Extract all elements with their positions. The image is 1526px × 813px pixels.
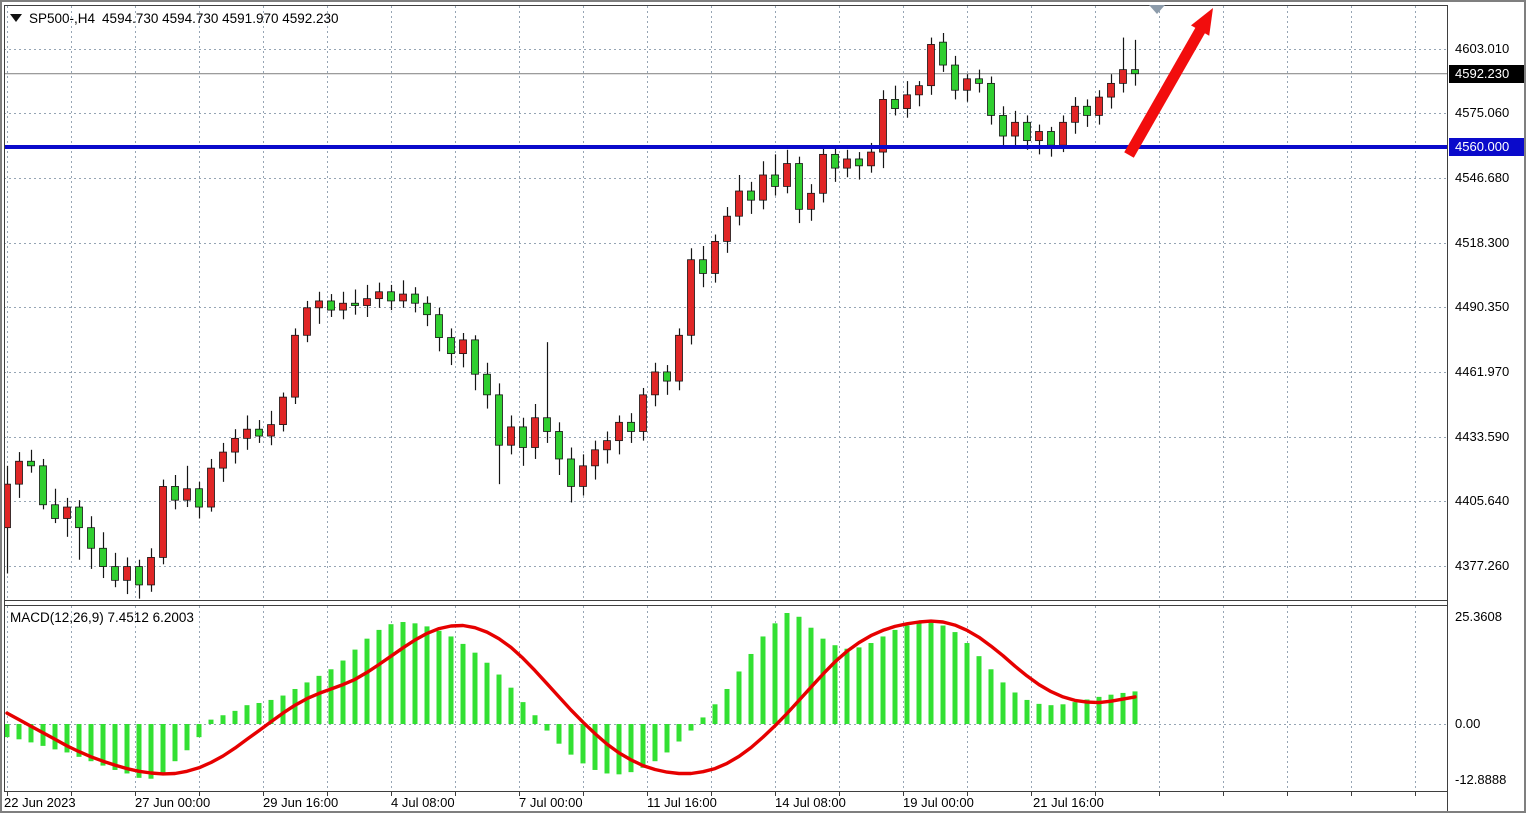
symbol-period-label: SP500-,H4 — [29, 10, 96, 26]
trend-arrow-shaft[interactable] — [1124, 22, 1208, 158]
price-axis-label: 4405.640 — [1455, 493, 1510, 508]
current-price-badge: 4592.230 — [1449, 64, 1524, 83]
panel-borders — [4, 5, 1448, 811]
macd-histogram — [4, 613, 1138, 779]
time-axis-label: 19 Jul 00:00 — [903, 795, 974, 810]
price-axis-label: 4490.350 — [1455, 299, 1510, 314]
price-axis-label: 4433.590 — [1455, 428, 1510, 444]
level-price-badge: 4560.000 — [1449, 138, 1524, 157]
price-axis-label: 4546.680 — [1455, 170, 1510, 185]
time-axis-label: 14 Jul 08:00 — [775, 795, 846, 810]
time-marker-triangle[interactable] — [1149, 5, 1165, 14]
symbol-dropdown-icon[interactable] — [10, 14, 22, 22]
macd-grid — [4, 606, 1447, 791]
time-axis-label: 27 Jun 00:00 — [135, 795, 211, 810]
price-axis-label: 4377.260 — [1455, 558, 1510, 573]
time-axis-label: 4 Jul 08:00 — [391, 795, 455, 810]
time-axis-label: 7 Jul 00:00 — [519, 795, 583, 810]
price-axis-label: 4575.060 — [1455, 105, 1510, 120]
time-axis-label: 11 Jul 16:00 — [647, 795, 717, 810]
macd-indicator-label: MACD(12,26,9) 7.4512 6.2003 — [10, 610, 194, 625]
main-grid — [4, 6, 1447, 600]
chart-title: SP500-,H4 4594.730 4594.730 4591.970 459… — [10, 8, 339, 28]
macd-signal-line — [5, 619, 1137, 776]
time-axis-label: 21 Jul 16:00 — [1033, 795, 1104, 810]
macd-axis-zero: 0.00 — [1455, 716, 1481, 731]
macd-axis-min: -12.8888 — [1455, 772, 1507, 787]
ohlc-readout: 4594.730 4594.730 4591.970 4592.230 — [102, 10, 339, 26]
time-axis-label: 22 Jun 2023 — [4, 795, 76, 810]
macd-axis-max: 25.3608 — [1455, 609, 1502, 624]
time-axis-label: 29 Jun 16:00 — [263, 795, 339, 810]
price-axis-label: 4518.300 — [1455, 234, 1510, 250]
candlesticks — [4, 32, 1139, 599]
price-axis-label: 4461.970 — [1455, 364, 1510, 379]
price-axis-label: 4603.010 — [1455, 41, 1510, 56]
trend-arrow-head[interactable] — [1190, 8, 1213, 36]
